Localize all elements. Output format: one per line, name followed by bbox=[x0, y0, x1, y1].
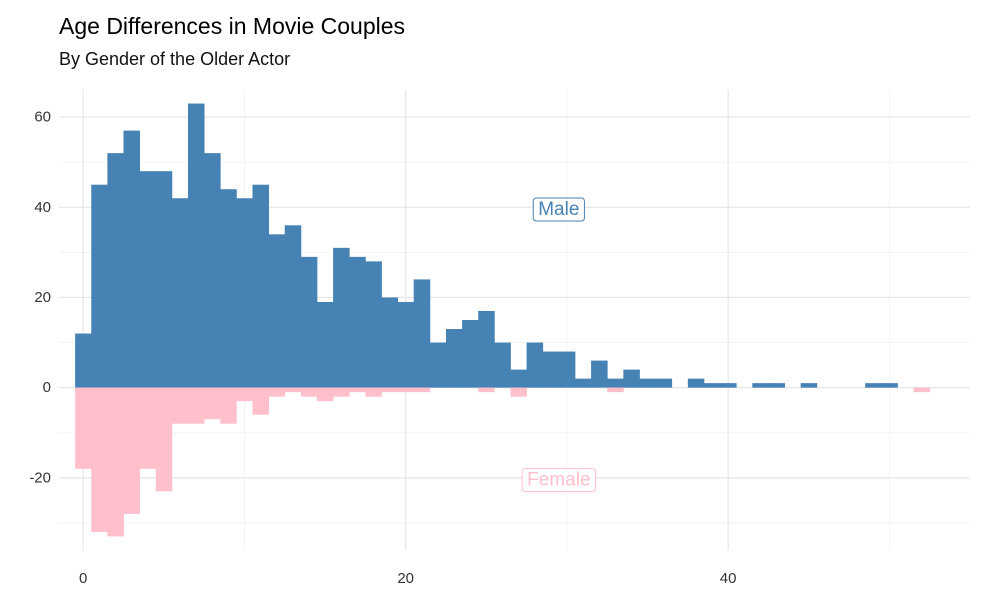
bar-male bbox=[655, 378, 673, 388]
axis-ticks: 0 20 40 -20 0 20 40 60 bbox=[29, 109, 736, 587]
label-male: Male bbox=[532, 197, 585, 222]
bar-male bbox=[333, 247, 350, 388]
bar-male bbox=[558, 351, 576, 388]
bar-male bbox=[220, 189, 237, 388]
bar-male bbox=[687, 378, 705, 388]
bar-male bbox=[607, 378, 624, 388]
chart-subtitle: By Gender of the Older Actor bbox=[59, 49, 291, 69]
bar-male bbox=[155, 171, 173, 388]
bar-female bbox=[107, 387, 124, 537]
bar-male bbox=[623, 369, 640, 388]
y-tick-label: 60 bbox=[34, 109, 51, 126]
bar-male bbox=[171, 198, 189, 388]
bar-male bbox=[204, 153, 221, 388]
bar-male bbox=[91, 184, 108, 388]
bar-male bbox=[865, 383, 882, 388]
bar-male bbox=[445, 329, 463, 388]
x-tick-label: 20 bbox=[397, 570, 414, 587]
label-male-text: Male bbox=[538, 199, 579, 220]
bar-male bbox=[591, 360, 608, 388]
bar-female bbox=[913, 387, 931, 393]
bar-female bbox=[204, 387, 221, 420]
label-female: Female bbox=[521, 468, 597, 493]
series-labels: Male Female bbox=[521, 197, 597, 493]
bar-female bbox=[413, 387, 431, 393]
bar-female bbox=[607, 387, 624, 393]
bar-male bbox=[75, 333, 92, 388]
bar-female bbox=[220, 387, 237, 424]
bar-female bbox=[91, 387, 108, 532]
bar-female bbox=[397, 387, 415, 393]
bar-male bbox=[478, 310, 495, 388]
label-male-box bbox=[532, 197, 585, 222]
y-tick-label: 20 bbox=[34, 289, 51, 306]
bar-female bbox=[155, 387, 173, 492]
x-tick-label: 40 bbox=[720, 570, 737, 587]
bar-male bbox=[236, 198, 253, 388]
bar-male bbox=[252, 184, 270, 388]
bar-male bbox=[316, 301, 334, 388]
bar-male bbox=[510, 369, 527, 388]
bar-male bbox=[107, 153, 124, 388]
chart-title: Age Differences in Movie Couples bbox=[59, 13, 406, 39]
bar-male bbox=[574, 378, 592, 388]
bar-female bbox=[75, 387, 92, 469]
bar-male bbox=[413, 279, 431, 388]
bar-male bbox=[752, 383, 769, 388]
bar-male bbox=[187, 103, 205, 388]
bar-female bbox=[316, 387, 334, 402]
bar-female bbox=[365, 387, 382, 397]
bar-male bbox=[123, 130, 141, 388]
bar-male bbox=[462, 320, 479, 388]
bar-male bbox=[494, 342, 511, 388]
bar-male bbox=[526, 342, 544, 388]
bar-male bbox=[768, 383, 785, 388]
histogram-bars bbox=[75, 103, 931, 537]
bar-male bbox=[268, 234, 286, 388]
bar-male bbox=[720, 383, 737, 388]
x-tick-label: 0 bbox=[79, 570, 87, 587]
y-tick-label: -20 bbox=[29, 469, 51, 486]
bar-female bbox=[139, 387, 157, 469]
bar-male bbox=[139, 171, 157, 388]
bar-male bbox=[381, 297, 399, 388]
bar-female bbox=[171, 387, 189, 424]
label-female-box bbox=[521, 468, 597, 493]
bar-male bbox=[397, 301, 415, 388]
y-tick-label: 0 bbox=[43, 379, 51, 396]
y-tick-label: 40 bbox=[34, 199, 51, 216]
label-female-text: Female bbox=[527, 470, 590, 491]
bar-female bbox=[510, 387, 527, 397]
bar-female bbox=[123, 387, 141, 514]
bar-male bbox=[800, 383, 818, 388]
bar-female bbox=[268, 387, 286, 397]
bar-male bbox=[365, 261, 382, 388]
bar-female bbox=[381, 387, 399, 393]
bar-male bbox=[639, 378, 656, 388]
bar-male bbox=[349, 256, 366, 388]
bar-female bbox=[349, 387, 366, 393]
bar-female bbox=[300, 387, 318, 397]
bar-male bbox=[542, 351, 560, 388]
bar-female bbox=[187, 387, 205, 424]
bar-male bbox=[300, 256, 318, 388]
bar-female bbox=[252, 387, 270, 415]
bar-female bbox=[478, 387, 495, 393]
bar-male bbox=[881, 383, 898, 388]
bar-female bbox=[284, 387, 302, 393]
bar-female bbox=[236, 387, 253, 402]
bar-male bbox=[284, 225, 302, 388]
bar-female bbox=[333, 387, 350, 397]
bar-male bbox=[703, 383, 721, 388]
bar-male bbox=[429, 342, 447, 388]
